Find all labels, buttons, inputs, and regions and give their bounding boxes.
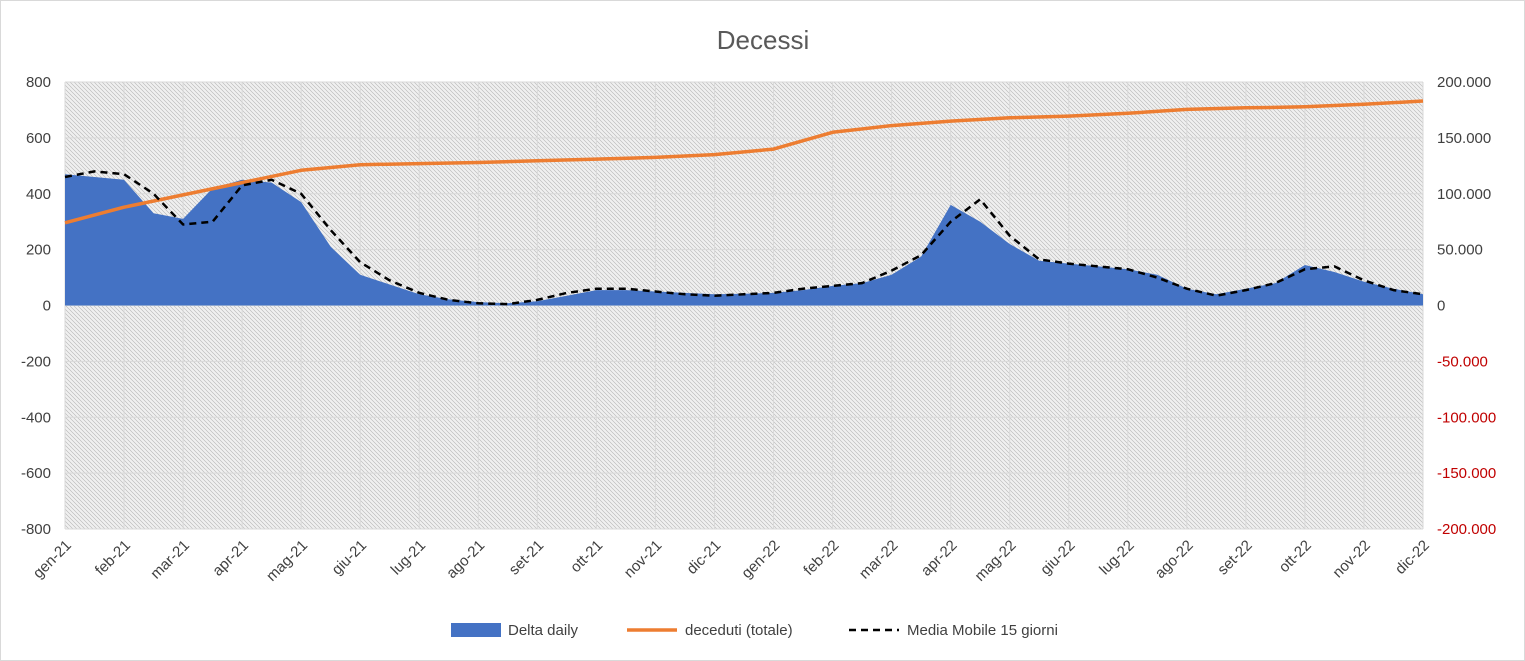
y-left-tick-label: 200 <box>26 242 51 259</box>
x-tick-label: feb-22 <box>800 537 842 579</box>
x-tick-label: mag-21 <box>263 537 311 585</box>
x-tick-label: gen-22 <box>738 537 783 582</box>
x-tick-label: giu-22 <box>1037 537 1079 579</box>
x-tick-label: gen-21 <box>30 537 75 582</box>
legend: Delta daily deceduti (totale) Media Mobile… <box>451 622 1058 639</box>
y-right-tick-label: 150.000 <box>1437 130 1491 147</box>
series-line-deceduti-totale <box>64 99 1424 225</box>
y-right-tick-label: -50.000 <box>1437 353 1488 370</box>
legend-swatch-delta-daily <box>451 623 501 637</box>
legend-label-deceduti: deceduti (totale) <box>685 622 793 639</box>
y-axis-left: 800 600 400 200 0 -200 -400 -600 -800 <box>21 74 51 538</box>
x-tick-label: set-21 <box>506 537 548 579</box>
x-tick-label: ott-21 <box>567 537 606 576</box>
y-left-tick-label: -400 <box>21 409 51 426</box>
y-left-tick-label: 400 <box>26 186 51 203</box>
x-axis: gen-21 feb-21 mar-21 apr-21 mag-21 giu-21 lug-… <box>30 537 1433 585</box>
x-tick-label: feb-21 <box>92 537 134 579</box>
x-tick-label: nov-22 <box>1329 537 1373 581</box>
y-left-tick-label: -200 <box>21 353 51 370</box>
x-tick-label: nov-21 <box>621 537 665 581</box>
y-left-tick-label: 600 <box>26 130 51 147</box>
x-tick-label: giu-21 <box>329 537 371 579</box>
legend-label-delta-daily: Delta daily <box>508 622 579 639</box>
y-right-tick-label: 100.000 <box>1437 186 1491 203</box>
x-tick-label: mag-22 <box>972 537 1020 585</box>
line-layer <box>64 99 1424 306</box>
y-axis-right: 200.000 150.000 100.000 50.000 0 -50.000 -100.… <box>1437 74 1496 538</box>
y-right-tick-label: -100.000 <box>1437 409 1496 426</box>
y-left-tick-label: -600 <box>21 465 51 482</box>
x-tick-label: apr-21 <box>209 537 252 580</box>
y-left-tick-label: 0 <box>43 298 51 315</box>
x-tick-label: dic-22 <box>1392 537 1433 578</box>
x-tick-label: mar-21 <box>147 537 193 583</box>
legend-label-media-mobile: Media Mobile 15 giorni <box>907 622 1058 639</box>
x-tick-label: ago-22 <box>1152 537 1197 582</box>
y-left-tick-label: -800 <box>21 521 51 538</box>
area-layer <box>65 174 1423 306</box>
x-tick-label: dic-21 <box>683 537 724 578</box>
x-tick-label: set-22 <box>1214 537 1256 579</box>
x-tick-label: ago-21 <box>443 537 488 582</box>
x-tick-label: lug-22 <box>1096 537 1138 579</box>
chart-title: Decessi <box>717 25 809 55</box>
y-right-tick-label: -150.000 <box>1437 465 1496 482</box>
x-tick-label: mar-22 <box>856 537 902 583</box>
y-right-tick-label: 50.000 <box>1437 242 1483 259</box>
x-tick-label: ott-22 <box>1276 537 1315 576</box>
series-line-media-mobile <box>64 170 1424 306</box>
x-tick-label: lug-21 <box>388 537 430 579</box>
y-right-tick-label: -200.000 <box>1437 521 1496 538</box>
y-right-tick-label: 0 <box>1437 298 1445 315</box>
series-area-delta-daily <box>65 174 1423 306</box>
y-right-tick-label: 200.000 <box>1437 74 1491 91</box>
x-tick-label: apr-22 <box>918 537 961 580</box>
y-left-tick-label: 800 <box>26 74 51 91</box>
